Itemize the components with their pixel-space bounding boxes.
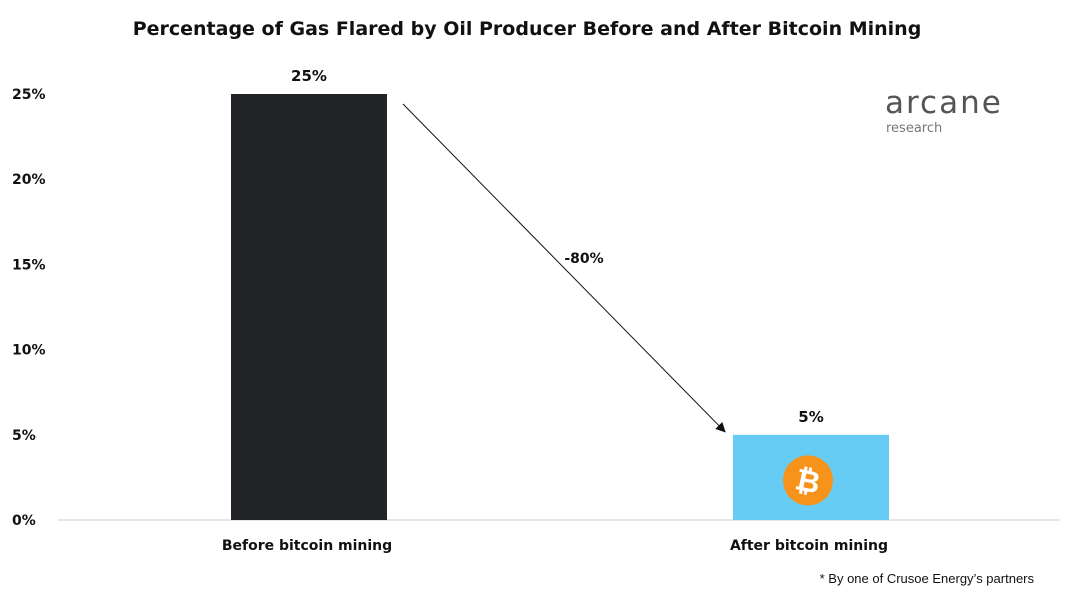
footnote: * By one of Crusoe Energy’s partners bbox=[820, 571, 1035, 586]
bar-data-label: 5% bbox=[798, 408, 823, 426]
y-axis-ticks: 0% 5% 10% 15% 20% 25% bbox=[12, 87, 46, 529]
x-category-label: Before bitcoin mining bbox=[222, 538, 392, 554]
y-tick-label: 10% bbox=[12, 343, 46, 359]
y-tick-label: 20% bbox=[12, 172, 46, 188]
logo-sub-text: research bbox=[886, 121, 942, 136]
reduction-label: -80% bbox=[564, 251, 603, 267]
y-tick-label: 5% bbox=[12, 428, 36, 444]
arcane-logo: arcane research bbox=[885, 85, 1003, 136]
logo-main-text: arcane bbox=[885, 85, 1003, 121]
chart-title: Percentage of Gas Flared by Oil Producer… bbox=[133, 18, 922, 40]
x-category-label: After bitcoin mining bbox=[730, 538, 888, 554]
bar bbox=[231, 94, 387, 520]
y-tick-label: 15% bbox=[12, 257, 46, 273]
y-tick-label: 25% bbox=[12, 87, 46, 103]
category-labels-group: Before bitcoin mining After bitcoin minin… bbox=[222, 538, 888, 554]
bars-group bbox=[231, 94, 889, 520]
bar-data-label: 25% bbox=[291, 67, 327, 85]
reduction-arrow bbox=[402, 103, 726, 433]
y-tick-label: 0% bbox=[12, 513, 36, 529]
data-labels-group: 25% 5% bbox=[291, 67, 824, 426]
bitcoin-icon: ₿ bbox=[783, 455, 833, 506]
